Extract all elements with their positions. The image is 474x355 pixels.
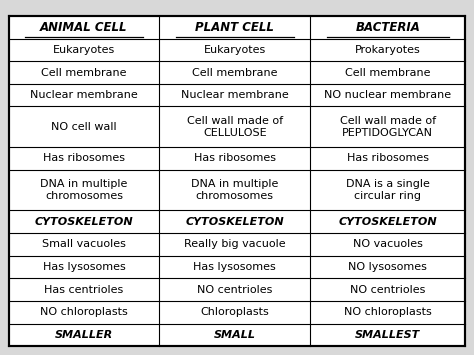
Text: NO cell wall: NO cell wall	[51, 122, 117, 132]
Text: Has lysosomes: Has lysosomes	[193, 262, 276, 272]
Text: NO lysosomes: NO lysosomes	[348, 262, 427, 272]
Text: NO centrioles: NO centrioles	[350, 285, 426, 295]
Text: SMALLER: SMALLER	[55, 330, 113, 340]
Text: Has centrioles: Has centrioles	[44, 285, 124, 295]
Text: DNA in multiple
chromosomes: DNA in multiple chromosomes	[191, 179, 278, 201]
Text: NO nuclear membrane: NO nuclear membrane	[324, 90, 451, 100]
Text: Eukaryotes: Eukaryotes	[53, 45, 115, 55]
Text: CYTOSKELETON: CYTOSKELETON	[338, 217, 437, 227]
Text: Really big vacuole: Really big vacuole	[184, 239, 285, 249]
Text: Nuclear membrane: Nuclear membrane	[30, 90, 138, 100]
Text: Prokaryotes: Prokaryotes	[355, 45, 420, 55]
Text: Cell membrane: Cell membrane	[41, 67, 127, 77]
Text: CYTOSKELETON: CYTOSKELETON	[185, 217, 284, 227]
Text: Nuclear membrane: Nuclear membrane	[181, 90, 289, 100]
Text: Cell membrane: Cell membrane	[345, 67, 430, 77]
Text: Eukaryotes: Eukaryotes	[204, 45, 266, 55]
Text: Chloroplasts: Chloroplasts	[201, 307, 269, 317]
Text: BACTERIA: BACTERIA	[356, 21, 420, 34]
Text: Has ribosomes: Has ribosomes	[43, 153, 125, 163]
Text: DNA is a single
circular ring: DNA is a single circular ring	[346, 179, 430, 201]
Text: Has lysosomes: Has lysosomes	[43, 262, 125, 272]
Text: NO vacuoles: NO vacuoles	[353, 239, 423, 249]
Text: Cell membrane: Cell membrane	[192, 67, 277, 77]
Text: NO chloroplasts: NO chloroplasts	[344, 307, 432, 317]
Text: SMALLEST: SMALLEST	[355, 330, 420, 340]
Text: PLANT CELL: PLANT CELL	[195, 21, 274, 34]
Text: NO centrioles: NO centrioles	[197, 285, 273, 295]
Text: Small vacuoles: Small vacuoles	[42, 239, 126, 249]
Text: CYTOSKELETON: CYTOSKELETON	[35, 217, 133, 227]
Text: Cell wall made of
PEPTIDOGLYCAN: Cell wall made of PEPTIDOGLYCAN	[340, 116, 436, 138]
Text: ANIMAL CELL: ANIMAL CELL	[40, 21, 128, 34]
Text: NO chloroplasts: NO chloroplasts	[40, 307, 128, 317]
Text: Cell wall made of
CELLULOSE: Cell wall made of CELLULOSE	[187, 116, 283, 138]
Text: DNA in multiple
chromosomes: DNA in multiple chromosomes	[40, 179, 128, 201]
Text: Has ribosomes: Has ribosomes	[194, 153, 276, 163]
Text: Has ribosomes: Has ribosomes	[347, 153, 429, 163]
Text: SMALL: SMALL	[214, 330, 255, 340]
